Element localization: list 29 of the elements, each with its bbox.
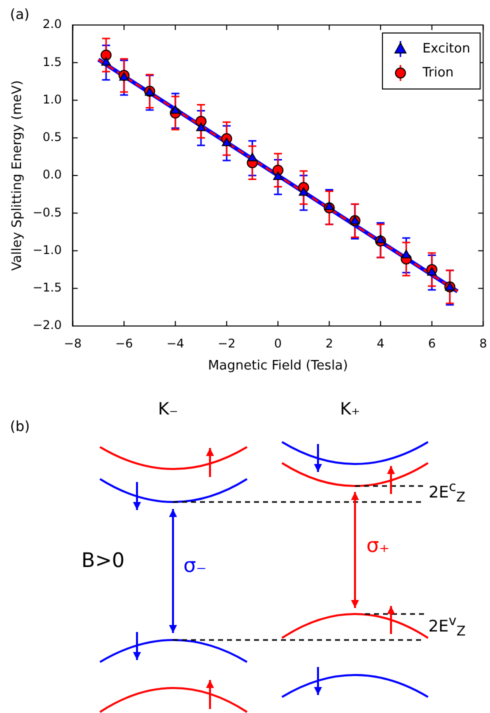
y-tick-label: −0.5 <box>32 205 62 220</box>
x-axis-title: Magnetic Field (Tesla) <box>208 358 348 374</box>
y-tick-label: −2.0 <box>32 318 62 332</box>
x-tick-label: −2 <box>218 336 236 350</box>
x-tick-label: 6 <box>428 336 436 350</box>
y-tick-label: 1.0 <box>42 92 62 106</box>
y-tick-label: 0.5 <box>42 130 62 144</box>
y-tick-label: 1.5 <box>42 54 62 69</box>
text: B>0 <box>81 548 125 572</box>
text: (a) <box>10 7 30 23</box>
legend-label: Exciton <box>422 41 470 56</box>
text: σ₋ <box>183 553 207 577</box>
y-tick-label: 0.0 <box>42 168 62 182</box>
y-tick-label: −1.5 <box>32 280 62 294</box>
text: K₋ <box>158 400 178 420</box>
y-axis-title: Valley Splitting Energy (meV) <box>10 80 26 271</box>
x-tick-label: −8 <box>64 336 82 350</box>
text: σ₊ <box>366 533 390 557</box>
x-tick-label: −6 <box>115 336 133 350</box>
x-tick-label: 0 <box>274 336 282 350</box>
x-tick-label: −4 <box>166 336 184 350</box>
y-tick-label: 2.0 <box>42 17 62 32</box>
text: (b) <box>10 419 30 435</box>
legend-label: Trion <box>421 65 454 80</box>
x-tick-label: 4 <box>376 336 384 350</box>
x-tick-label: 8 <box>479 336 488 350</box>
text: K₊ <box>340 400 360 420</box>
x-tick-label: 2 <box>325 336 334 350</box>
y-tick-label: −1.0 <box>32 242 62 257</box>
